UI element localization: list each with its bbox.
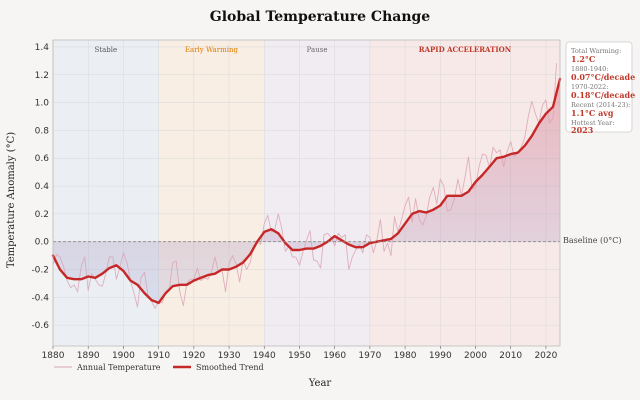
x-tick-label: 1950: [288, 351, 311, 361]
x-tick-label: 1920: [182, 351, 205, 361]
stat-recent-avg-label: Recent (2014-23):: [571, 101, 630, 109]
x-tick-label: 1890: [77, 351, 100, 361]
stat-total-warming-value: 1.2°C: [571, 54, 595, 64]
annual-temperature-line: [52, 63, 557, 309]
x-tick-label: 1900: [112, 351, 135, 361]
stat-recent-avg-value: 1.1°C avg: [571, 108, 614, 118]
stat-total-warming-label: Total Warming:: [571, 47, 621, 55]
era-band-0: [53, 40, 159, 346]
grid-lines: [52, 40, 560, 346]
y-tick-label: 0.6: [35, 154, 50, 164]
y-tick-label: 1.4: [35, 43, 50, 53]
y-axis-ticks: -0.6 -0.4 -0.2 0.0 0.2 0.4 0.6 0.8 1.0 1.2 1.4: [31, 43, 49, 331]
plot-frame: [52, 39, 561, 347]
x-tick-label: 1930: [218, 351, 241, 361]
legend: Annual Temperature Smoothed Trend: [54, 363, 264, 372]
trend-area-fill: [53, 78, 560, 303]
x-axis-ticks: 1880 1890 1900 1910 1920 1930 1940 1950 1960 1970…: [42, 346, 558, 361]
stat-recent-rate-label: 1970-2022:: [571, 83, 608, 91]
y-tick-label: 0.4: [35, 182, 50, 192]
stat-recent-rate-value: 0.18°C/decade: [571, 90, 635, 100]
x-tick-label: 1980: [394, 351, 417, 361]
x-tick-label: 1960: [323, 351, 346, 361]
x-tick-label: 1880: [42, 351, 65, 361]
anomaly-area-fill: [53, 78, 560, 303]
smoothed-trend-line: [51, 77, 562, 305]
y-tick-label: 1.2: [35, 71, 49, 81]
series-lines: [51, 63, 562, 309]
era-band-2: [264, 40, 370, 346]
x-tick-label: 1910: [147, 351, 170, 361]
y-tick-label: 0.8: [35, 126, 50, 136]
chart-title: Global Temperature Change: [210, 9, 431, 25]
baseline-label: Baseline (0°C): [563, 236, 622, 245]
plot-area: [51, 39, 562, 347]
x-tick-label: 2010: [499, 351, 522, 361]
x-tick-label: 2020: [534, 351, 557, 361]
era-label-0: Stable: [94, 46, 117, 54]
legend-label-annual: Annual Temperature: [76, 363, 161, 372]
y-tick-label: 0.0: [35, 238, 50, 248]
x-tick-label: 2000: [464, 351, 487, 361]
era-label-1: Early Warming: [185, 46, 239, 54]
era-band-1: [158, 40, 265, 346]
y-tick-label: 0.2: [35, 210, 49, 220]
era-bands: [53, 40, 560, 346]
x-tick-label: 1970: [358, 351, 381, 361]
y-tick-label: 1.0: [35, 99, 50, 109]
y-tick-label: -0.6: [31, 321, 49, 331]
y-tick-label: -0.2: [31, 266, 49, 276]
y-tick-label: -0.4: [31, 293, 49, 303]
x-tick-label: 1940: [253, 351, 276, 361]
stat-hottest-year-value: 2023: [571, 125, 594, 135]
stat-hottest-year-label: Hottest Year:: [571, 119, 614, 127]
stats-panel-box: [565, 41, 633, 133]
era-labels: Stable Early Warming Pause RAPID ACCELERATI…: [94, 45, 511, 54]
x-axis-label: Year: [308, 378, 332, 389]
y-axis-label: Temperature Anomaly (°C): [6, 132, 17, 268]
era-label-2: Pause: [307, 46, 328, 54]
stat-early-rate-value: 0.07°C/decade: [571, 72, 635, 82]
stat-early-rate-label: 1880-1940:: [571, 65, 608, 73]
stats-panel: Total Warming: 1.2°C 1880-1940: 0.07°C/d…: [565, 41, 635, 135]
x-tick-label: 1990: [429, 351, 452, 361]
era-label-3: RAPID ACCELERATION: [419, 45, 512, 54]
legend-label-smoothed: Smoothed Trend: [196, 363, 264, 372]
